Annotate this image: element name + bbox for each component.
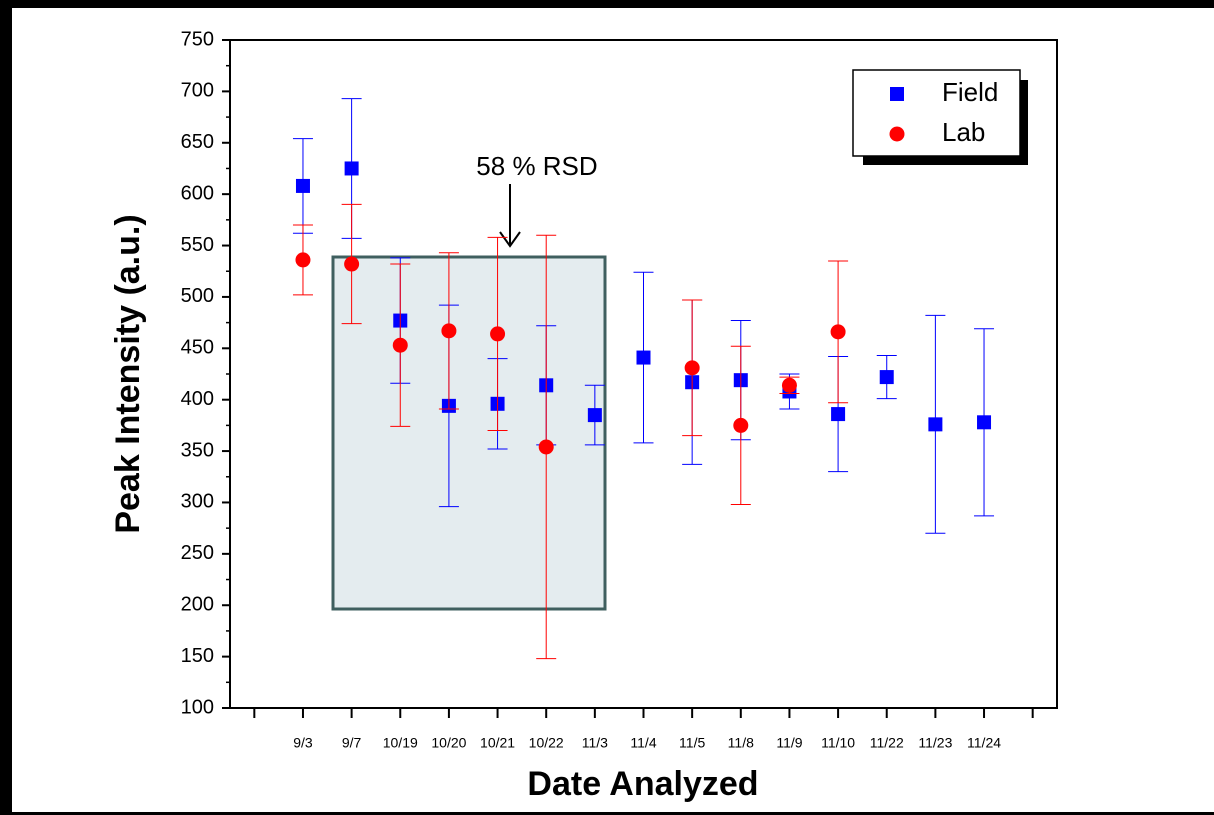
point: [889, 126, 905, 142]
point: [587, 408, 602, 423]
annotation: 58 % RSD: [476, 151, 597, 181]
point: [977, 415, 992, 430]
y-tick-label: 100: [181, 696, 214, 718]
point: [392, 337, 408, 353]
x-tick-label: 9/7: [342, 735, 362, 751]
x-tick-label: 11/9: [776, 735, 802, 751]
y-tick-label: 700: [181, 80, 214, 102]
y-tick-label: 650: [181, 131, 214, 153]
x-axis-title: Date Analyzed: [527, 765, 758, 803]
point: [831, 407, 846, 422]
y-tick-label: 150: [181, 645, 214, 667]
y-tick-label: 350: [181, 439, 214, 461]
legend: [852, 69, 1021, 157]
y-tick-label: 200: [181, 594, 214, 616]
annotation-arrow: [499, 184, 521, 248]
point: [344, 161, 359, 176]
point: [636, 350, 651, 365]
legend-label: Lab: [942, 117, 985, 147]
point: [781, 377, 797, 393]
x-tick-label: 11/3: [582, 735, 608, 751]
x-tick-label: 11/5: [679, 735, 705, 751]
x-tick-label: 10/22: [529, 735, 564, 751]
y-tick-label: 500: [181, 285, 214, 307]
x-tick-label: 9/3: [293, 735, 313, 751]
x-tick-label: 10/19: [383, 735, 418, 751]
point: [830, 324, 846, 340]
x-tick-label: 10/20: [431, 735, 466, 751]
point: [684, 360, 700, 376]
panel: [12, 8, 1214, 812]
y-tick-label: 250: [181, 542, 214, 564]
point: [733, 417, 749, 433]
point: [490, 326, 506, 342]
point: [890, 87, 904, 101]
point: [879, 370, 894, 385]
point: [441, 323, 457, 339]
x-tick-label: 11/22: [870, 735, 904, 751]
y-tick-label: 400: [181, 388, 214, 410]
x-tick-label: 11/24: [967, 735, 1001, 751]
point: [295, 252, 311, 268]
x-tick-label: 11/4: [630, 735, 656, 751]
x-tick-label: 10/21: [480, 735, 515, 751]
point: [538, 439, 554, 455]
point: [344, 256, 360, 272]
y-tick-label: 750: [181, 28, 214, 50]
y-tick-label: 300: [181, 491, 214, 513]
x-tick-label: 11/8: [728, 735, 754, 751]
point: [928, 417, 943, 432]
y-axis-title: Peak Intensity (a.u.): [109, 214, 147, 533]
y-tick-label: 600: [181, 182, 214, 204]
point: [295, 178, 310, 193]
y-tick-label: 550: [181, 234, 214, 256]
x-tick-label: 11/10: [821, 735, 855, 751]
x-tick-label: 11/23: [918, 735, 952, 751]
y-tick-label: 450: [181, 337, 214, 359]
legend-label: Field: [942, 77, 998, 107]
highlight-box: [331, 255, 607, 611]
